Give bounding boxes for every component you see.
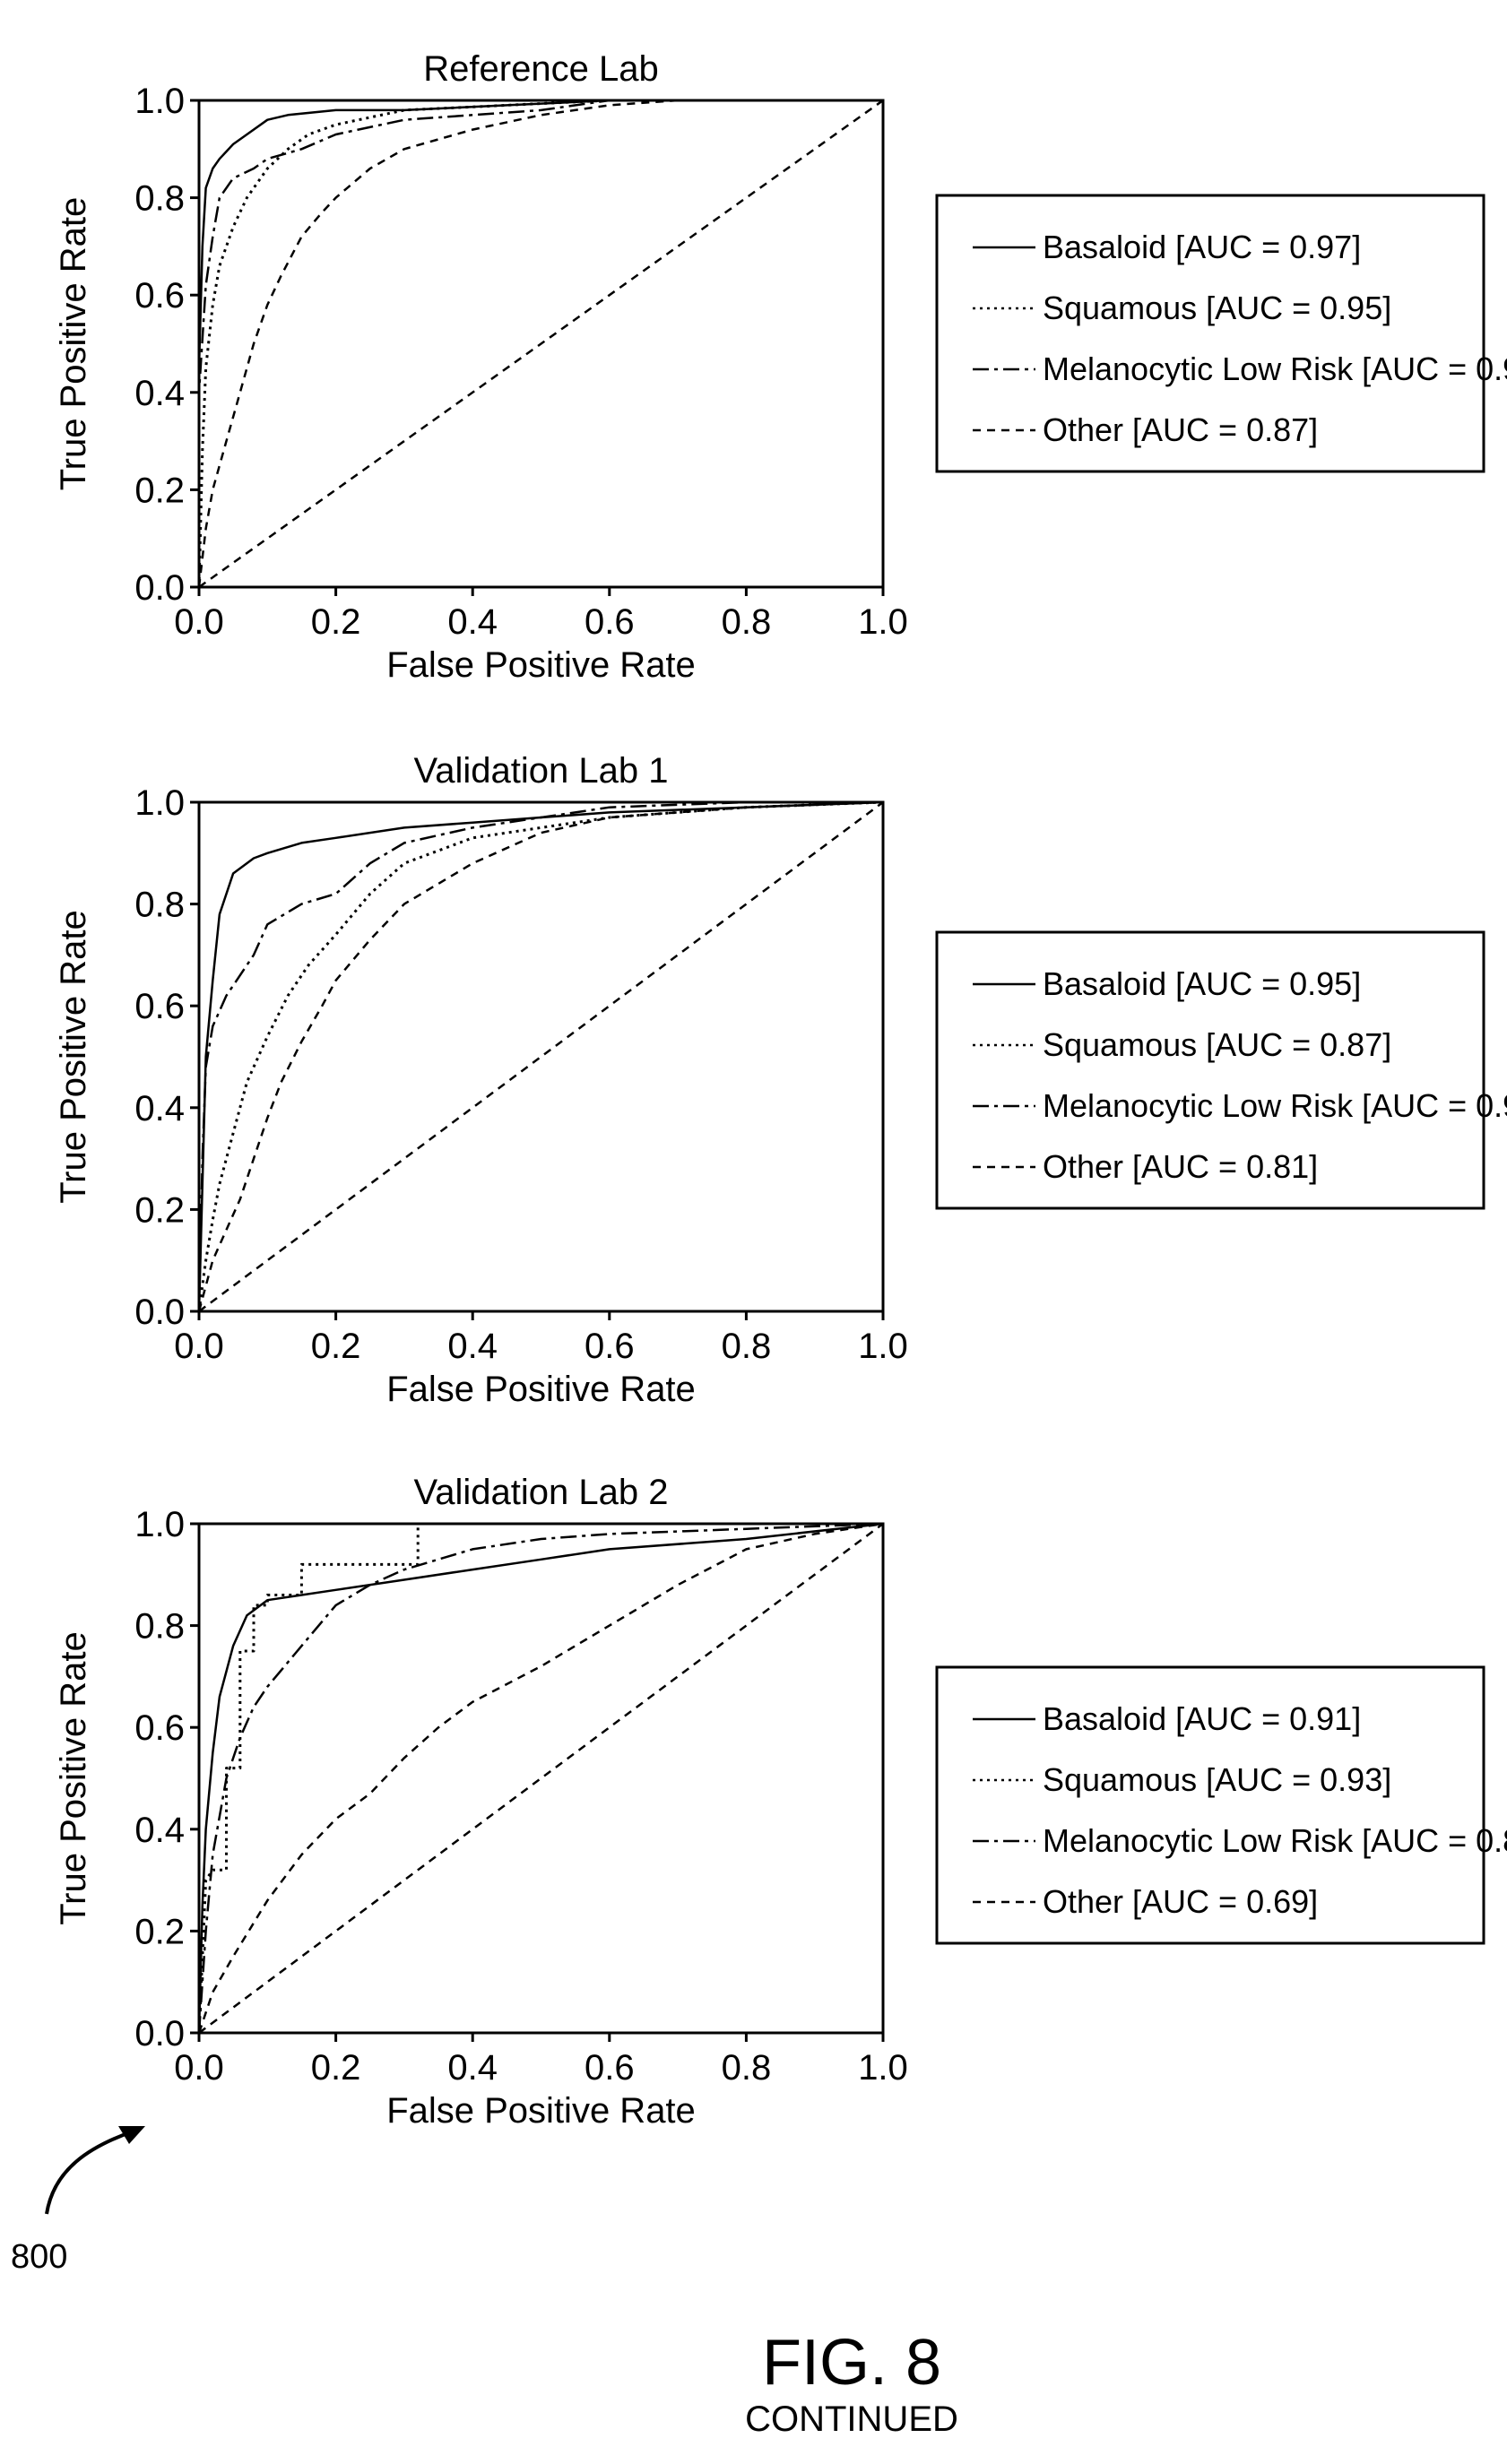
- y-axis-label: True Positive Rate: [54, 910, 93, 1204]
- figure-label: FIG. 8: [762, 2327, 941, 2399]
- legend-entry-label: Other [AUC = 0.81]: [1043, 1148, 1318, 1185]
- series-line-3: [197, 1522, 884, 2034]
- legend-entry-label: Melanocytic Low Risk [AUC = 0.92]: [1043, 1087, 1507, 1124]
- x-tick-label: 0.8: [722, 1327, 772, 1366]
- chart-title: Validation Lab 1: [414, 751, 669, 791]
- y-tick-label: 0.4: [134, 374, 185, 413]
- chart-panel-1: Reference Lab 0.0 0.2 0.4 0.6 0.8 1.0 0.0 0.2 0.4…: [54, 49, 1507, 685]
- legend-entry-label: Basaloid [AUC = 0.97]: [1043, 229, 1361, 265]
- x-tick-label: 0.2: [311, 2048, 361, 2088]
- series-line-1: [197, 99, 883, 587]
- x-tick-label: 0.4: [447, 602, 498, 642]
- y-tick-label: 0.2: [134, 471, 185, 510]
- y-axis-label: True Positive Rate: [54, 197, 93, 491]
- series-line-3: [197, 800, 883, 1312]
- legend-entry-label: Other [AUC = 0.87]: [1043, 411, 1318, 448]
- x-tick-label: 0.6: [585, 602, 635, 642]
- series-line-3: [197, 99, 883, 587]
- y-tick-label: 0.6: [134, 1708, 185, 1748]
- y-tick-label: 0.2: [134, 1190, 185, 1230]
- y-tick-label: 0.4: [134, 1089, 185, 1128]
- x-tick-label: 0.0: [174, 2048, 224, 2088]
- x-tick-label: 0.4: [447, 1327, 498, 1366]
- legend: Basaloid [AUC = 0.97] Squamous [AUC = 0.9…: [935, 194, 1507, 473]
- legend-entry-label: Basaloid [AUC = 0.91]: [1043, 1700, 1361, 1737]
- y-tick-label: 1.0: [134, 82, 185, 121]
- x-tick-label: 0.4: [447, 2048, 498, 2088]
- x-tick-label: 0.0: [174, 1327, 224, 1366]
- legend: Basaloid [AUC = 0.91] Squamous [AUC = 0.9…: [935, 1665, 1507, 1945]
- x-tick-label: 1.0: [858, 602, 908, 642]
- y-tick-label: 1.0: [134, 1505, 185, 1544]
- chart-panel-3: Validation Lab 2 0.0 0.2 0.4 0.6 0.8 1.0 0.0 0.2…: [54, 1473, 1507, 2131]
- chance-diagonal-line: [198, 99, 884, 589]
- legend-entry-label: Melanocytic Low Risk [AUC = 0.89]: [1043, 1822, 1507, 1859]
- legend-entry-label: Squamous [AUC = 0.93]: [1043, 1761, 1391, 1798]
- figure-sublabel: CONTINUED: [745, 2399, 958, 2439]
- x-tick-label: 1.0: [858, 2048, 908, 2088]
- chart-panels: Reference Lab 0.0 0.2 0.4 0.6 0.8 1.0 0.0 0.2 0.4…: [54, 49, 1507, 2131]
- x-axis-label: False Positive Rate: [386, 1370, 696, 1409]
- x-tick-label: 0.8: [722, 2048, 772, 2088]
- reference-numeral-group: 800: [11, 2126, 145, 2276]
- series-line-2: [197, 1522, 883, 2034]
- chart-title: Validation Lab 2: [414, 1473, 669, 1512]
- reference-numeral: 800: [11, 2238, 67, 2276]
- reference-arrow: [45, 2130, 134, 2215]
- chart-panel-2: Validation Lab 1 0.0 0.2 0.4 0.6 0.8 1.0 0.0 0.2…: [54, 751, 1507, 1409]
- x-tick-label: 0.6: [585, 2048, 635, 2088]
- series-line-1: [197, 1522, 884, 2034]
- chance-diagonal-line: [198, 800, 884, 1313]
- x-axis-label: False Positive Rate: [386, 2091, 696, 2131]
- y-tick-label: 0.8: [134, 886, 185, 925]
- legend-entry-label: Other [AUC = 0.69]: [1043, 1883, 1318, 1920]
- series-line-2: [197, 99, 883, 588]
- y-tick-label: 0.0: [134, 1293, 185, 1332]
- x-tick-label: 0.2: [311, 602, 361, 642]
- reference-arrow-head: [118, 2126, 145, 2144]
- x-tick-label: 1.0: [858, 1327, 908, 1366]
- y-tick-label: 1.0: [134, 783, 185, 823]
- x-tick-label: 0.6: [585, 1327, 635, 1366]
- y-tick-label: 0.6: [134, 987, 185, 1026]
- chance-diagonal-line: [198, 1522, 884, 2035]
- legend-entry-label: Melanocytic Low Risk [AUC = 0.96]: [1043, 350, 1507, 387]
- chart-title: Reference Lab: [423, 49, 658, 89]
- legend-frame: [935, 194, 1485, 473]
- x-tick-label: 0.0: [174, 602, 224, 642]
- y-tick-label: 0.2: [134, 1912, 185, 1951]
- legend: Basaloid [AUC = 0.95] Squamous [AUC = 0.8…: [935, 930, 1507, 1210]
- legend-frame: [935, 1665, 1485, 1945]
- x-axis-label: False Positive Rate: [386, 645, 696, 685]
- y-tick-label: 0.0: [134, 568, 185, 608]
- series-line-4: [197, 1522, 884, 2034]
- legend-entry-label: Squamous [AUC = 0.95]: [1043, 290, 1391, 326]
- y-axis-label: True Positive Rate: [54, 1631, 93, 1925]
- y-tick-label: 0.4: [134, 1811, 185, 1850]
- series-line-2: [197, 800, 884, 1312]
- y-tick-label: 0.0: [134, 2014, 185, 2053]
- y-tick-label: 0.8: [134, 1607, 185, 1647]
- y-tick-label: 0.8: [134, 179, 185, 219]
- legend-entry-label: Squamous [AUC = 0.87]: [1043, 1026, 1391, 1063]
- legend-frame: [935, 930, 1485, 1210]
- series-line-1: [197, 800, 884, 1312]
- plot-area-frame: [197, 800, 885, 1313]
- x-tick-label: 0.2: [311, 1327, 361, 1366]
- y-tick-label: 0.6: [134, 276, 185, 316]
- series-line-4: [197, 99, 883, 588]
- legend-entry-label: Basaloid [AUC = 0.95]: [1043, 965, 1361, 1002]
- x-tick-label: 0.8: [722, 602, 772, 642]
